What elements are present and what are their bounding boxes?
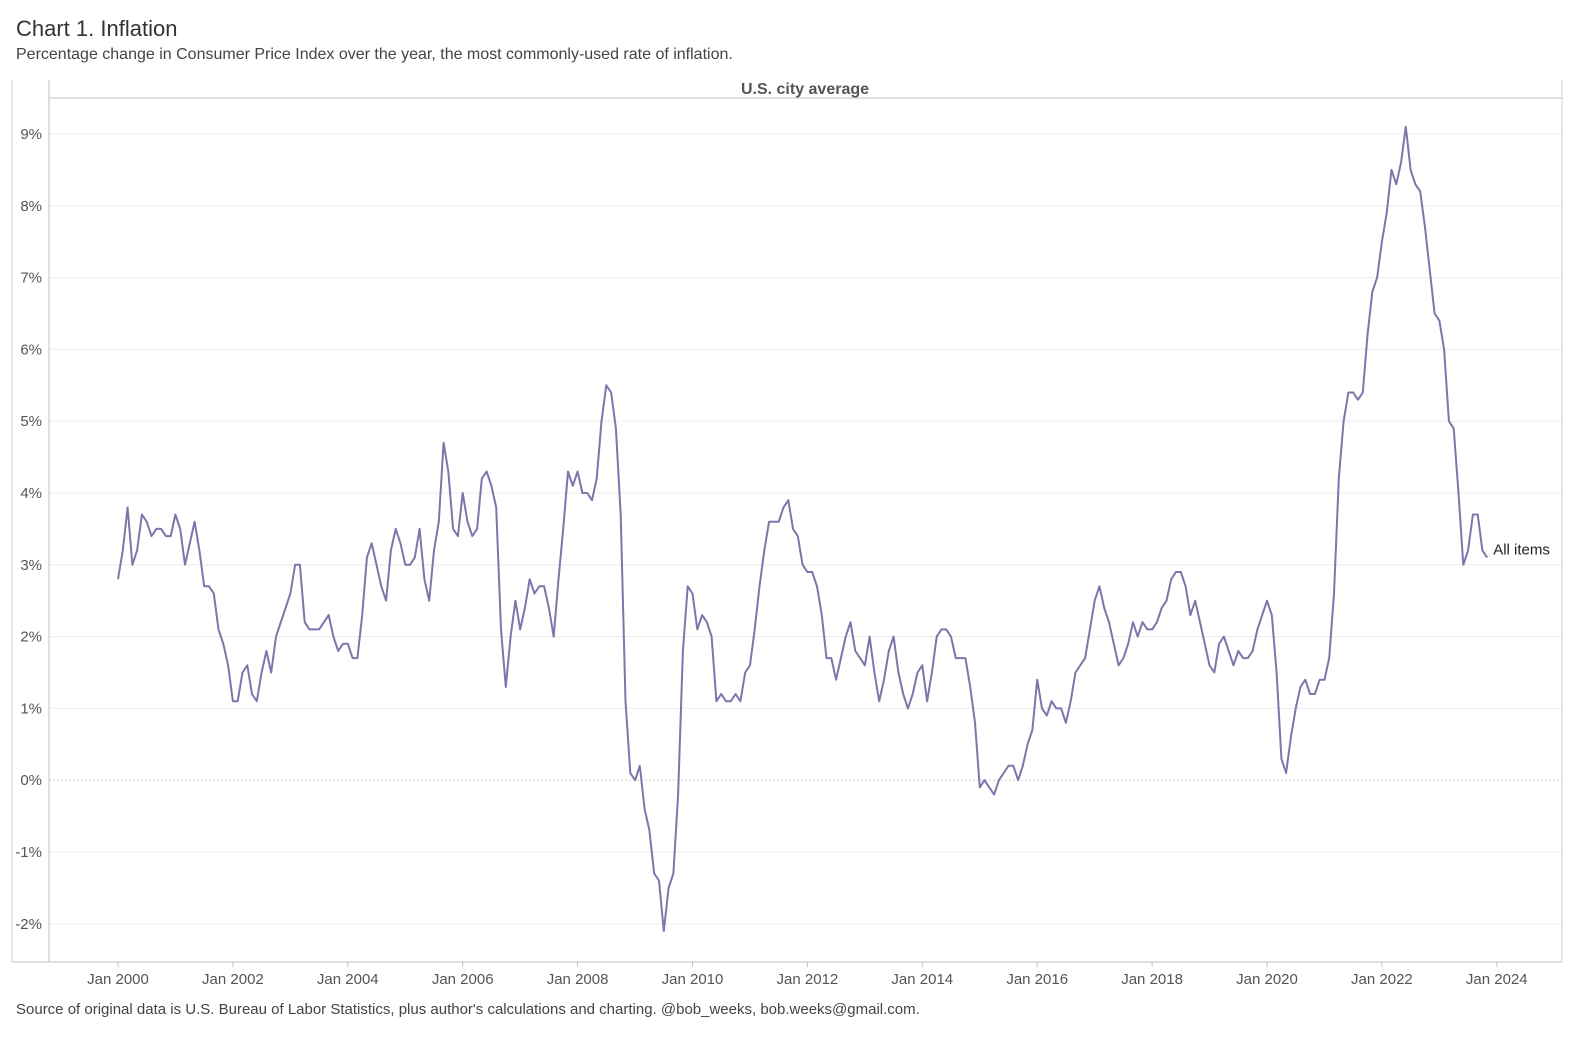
- y-tick-label: 8%: [20, 198, 42, 215]
- y-tick-label: 9%: [20, 126, 42, 143]
- chart-title: Chart 1. Inflation: [16, 16, 178, 41]
- y-tick-label: 0%: [20, 772, 42, 789]
- y-tick-label: 4%: [20, 485, 42, 502]
- panel-title: U.S. city average: [741, 81, 869, 98]
- x-tick-label: Jan 2010: [662, 971, 724, 988]
- y-tick-label: 2%: [20, 629, 42, 646]
- y-tick-label: 3%: [20, 557, 42, 574]
- x-tick-label: Jan 2014: [891, 971, 953, 988]
- series-label-all-items: All items: [1493, 542, 1550, 559]
- x-tick-label: Jan 2016: [1006, 971, 1068, 988]
- x-tick-label: Jan 2018: [1121, 971, 1183, 988]
- y-tick-label: 5%: [20, 413, 42, 430]
- x-tick-label: Jan 2022: [1351, 971, 1413, 988]
- x-tick-label: Jan 2002: [202, 971, 264, 988]
- axis-layer: U.S. city average: [11, 80, 1563, 963]
- y-tick-label: -1%: [15, 844, 42, 861]
- y-tick-label: 7%: [20, 270, 42, 287]
- x-tick-label: Jan 2012: [777, 971, 839, 988]
- chart-subtitle: Percentage change in Consumer Price Inde…: [16, 46, 733, 63]
- series-line-all-items: [117, 125, 1489, 932]
- y-tick-label: 1%: [20, 700, 42, 717]
- chart-svg: U.S. city average -2% -1% 0% 1% 2% 3% 4% 5% 6% 7%…: [11, 80, 1563, 988]
- y-tick-label: 6%: [20, 341, 42, 358]
- y-tick-labels: -2% -1% 0% 1% 2% 3% 4% 5% 6% 7% 8% 9%: [15, 126, 42, 933]
- x-tick-labels: Jan 2000 Jan 2002 Jan 2004 Jan 2006 Jan 2008…: [87, 962, 1528, 988]
- grid-layer: [49, 133, 1562, 925]
- y-tick-label: -2%: [15, 916, 42, 933]
- x-tick-label: Jan 2004: [317, 971, 379, 988]
- source-note: Source of original data is U.S. Bureau o…: [16, 1001, 920, 1018]
- x-tick-label: Jan 2000: [87, 971, 149, 988]
- x-tick-label: Jan 2008: [547, 971, 609, 988]
- x-tick-label: Jan 2024: [1466, 971, 1528, 988]
- x-tick-label: Jan 2020: [1236, 971, 1298, 988]
- x-tick-label: Jan 2006: [432, 971, 494, 988]
